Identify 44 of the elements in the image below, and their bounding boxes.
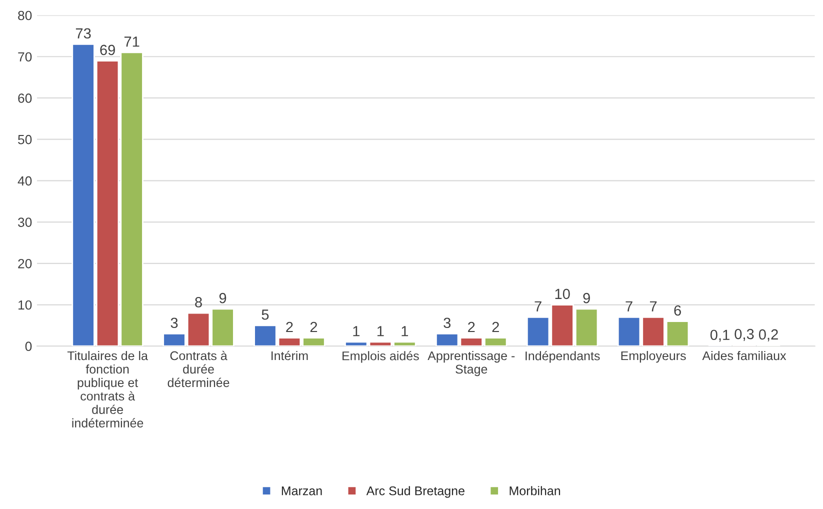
data-label: 2 [310, 322, 318, 332]
y-tick-label: 30 [18, 218, 32, 227]
data-label: 73 [76, 28, 91, 39]
data-label: 2 [468, 322, 475, 332]
data-label: 69 [100, 44, 115, 56]
data-label: 0,3 [734, 328, 754, 341]
y-tick-label: 0 [25, 342, 32, 352]
data-label: 1 [377, 326, 384, 336]
x-tick-label: Apprentissage - Stage [428, 350, 515, 376]
x-tick-label: Indépendants [526, 350, 600, 363]
y-tick-label: 50 [18, 134, 32, 144]
x-tick-label: Contrats à durée déterminée [168, 350, 230, 388]
data-label: 1 [353, 326, 360, 336]
y-tick-label: 70 [18, 52, 32, 62]
data-label: 7 [534, 301, 542, 312]
data-label: 3 [444, 318, 451, 328]
data-label: 71 [124, 36, 140, 47]
data-label: 1 [402, 326, 408, 336]
x-tick-label: Emplois aidés [342, 350, 419, 363]
x-tick-label: Aides familiaux [702, 350, 786, 360]
data-label: 10 [555, 288, 570, 300]
x-tick-label: Intérim [272, 350, 308, 360]
x-tick-label: Employeurs [621, 350, 686, 363]
data-label: 2 [286, 322, 293, 332]
y-tick-label: 40 [18, 176, 32, 186]
data-label: 3 [170, 318, 178, 328]
y-tick-label: 20 [18, 258, 32, 268]
data-label: 7 [650, 301, 657, 312]
x-tick-label: Titulaires de la fonction publique et contrats à durée indéterminée [67, 350, 148, 428]
y-tick-label: 10 [18, 300, 32, 310]
legend-label: Morbihan [510, 486, 560, 496]
data-label: 0,1 [710, 330, 730, 342]
data-label: 8 [195, 297, 202, 308]
data-label: 7 [626, 301, 632, 312]
data-label: 9 [219, 292, 226, 304]
data-label: 5 [262, 310, 269, 320]
y-tick-label: 80 [18, 10, 32, 20]
legend-label: Marzan [282, 486, 322, 496]
y-tick-label: 60 [18, 94, 32, 103]
data-label: 6 [674, 305, 681, 316]
data-label: 0,2 [758, 329, 778, 342]
legend-label: Arc Sud Bretagne [366, 486, 464, 498]
data-label: 2 [492, 322, 499, 332]
data-label: 9 [583, 292, 590, 304]
